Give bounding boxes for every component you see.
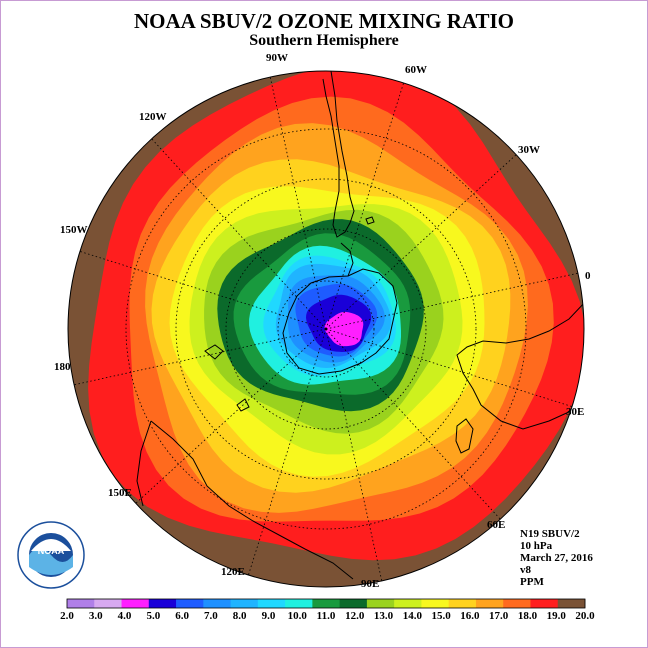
info-version: v8 <box>520 564 531 576</box>
lon-label-30e: 30E <box>566 406 585 418</box>
colorbar-tick-label: 8.0 <box>232 610 247 622</box>
colorbar-tick-label: 17.0 <box>489 610 509 622</box>
colorbar-tick-label: 20.0 <box>575 610 595 622</box>
colorbar-tick-label: 18.0 <box>517 610 538 622</box>
colorbar-tick-label: 5.0 <box>146 610 161 622</box>
meridian-line <box>325 272 578 330</box>
info-block: N19 SBUV/2 10 hPa March 27, 2016 v8 PPM <box>520 528 593 588</box>
meridian-line <box>151 138 327 330</box>
map-title: NOAA SBUV/2 OZONE MIXING RATIO <box>134 9 514 33</box>
coastlines <box>136 71 584 580</box>
latitude-circle <box>125 128 527 530</box>
lon-label-90e: 90E <box>361 578 380 590</box>
coastline-madagascar <box>455 418 474 454</box>
colorbar-tick-label: 13.0 <box>373 610 394 622</box>
colorbar-tick-label: 14.0 <box>402 610 422 622</box>
colorbar-tick-label: 9.0 <box>261 610 276 622</box>
meridian-line <box>79 251 327 330</box>
latitude-circle <box>175 178 477 480</box>
map-boundary <box>67 70 585 588</box>
colorbar-tick-label: 15.0 <box>431 610 451 622</box>
noaa-logo: NOAA <box>17 521 85 589</box>
colorbar-tick-label: 4.0 <box>117 610 132 622</box>
lon-label-60w: 60W <box>405 64 427 76</box>
ozone-field <box>68 71 584 587</box>
coastline-antarctica <box>282 268 398 375</box>
coastline-antarctic-peninsula <box>340 242 354 277</box>
meridian-line <box>248 328 327 576</box>
colorbar-tick-label: 10.0 <box>287 610 307 622</box>
coastline-falklands <box>365 216 375 225</box>
meridian-line <box>325 82 404 330</box>
coastline-new-zealand <box>204 344 250 412</box>
meridian-line <box>135 328 327 504</box>
coastline-africa <box>456 300 584 430</box>
colorbar-tick-label: 11.0 <box>316 610 336 622</box>
lon-label-180: 180 <box>54 361 71 373</box>
latitude-circle <box>225 228 427 430</box>
colorbar-tick-label: 3.0 <box>88 610 103 622</box>
lon-label-90w: 90W <box>266 52 288 64</box>
coastline-south-america <box>322 71 355 238</box>
lon-label-150w: 150W <box>60 224 88 236</box>
lon-label-0: 0 <box>585 270 591 282</box>
lon-label-60e: 60E <box>487 519 506 531</box>
colorbar-tick-label: 6.0 <box>175 610 189 622</box>
colorbar-tick-label: 12.0 <box>345 610 365 622</box>
coastline-australia <box>136 420 354 580</box>
meridian-line <box>269 77 327 330</box>
colorbar-tick-label: 7.0 <box>204 610 218 622</box>
colorbar-tick-label: 2.0 <box>60 610 74 622</box>
lon-label-30w: 30W <box>518 144 540 156</box>
graticule <box>74 77 578 581</box>
meridian-line <box>325 328 573 407</box>
info-date: March 27, 2016 <box>520 552 593 564</box>
latitude-circle <box>277 280 375 378</box>
map-subtitle: Southern Hemisphere <box>249 32 399 49</box>
colorbar-tick-label: 16.0 <box>460 610 480 622</box>
lon-label-150e: 150E <box>108 487 132 499</box>
colorbar-tick-label: 19.0 <box>546 610 566 622</box>
noaa-logo-text: NOAA <box>38 546 65 556</box>
meridian-line <box>325 328 383 581</box>
lon-label-120e: 120E <box>221 566 245 578</box>
info-instrument: N19 SBUV/2 <box>520 528 580 540</box>
info-pressure: 10 hPa <box>520 540 553 552</box>
meridian-line <box>74 328 327 386</box>
meridian-line <box>325 328 501 520</box>
lon-label-120w: 120W <box>139 111 167 123</box>
meridian-line <box>325 154 517 330</box>
info-units: PPM <box>520 576 544 588</box>
